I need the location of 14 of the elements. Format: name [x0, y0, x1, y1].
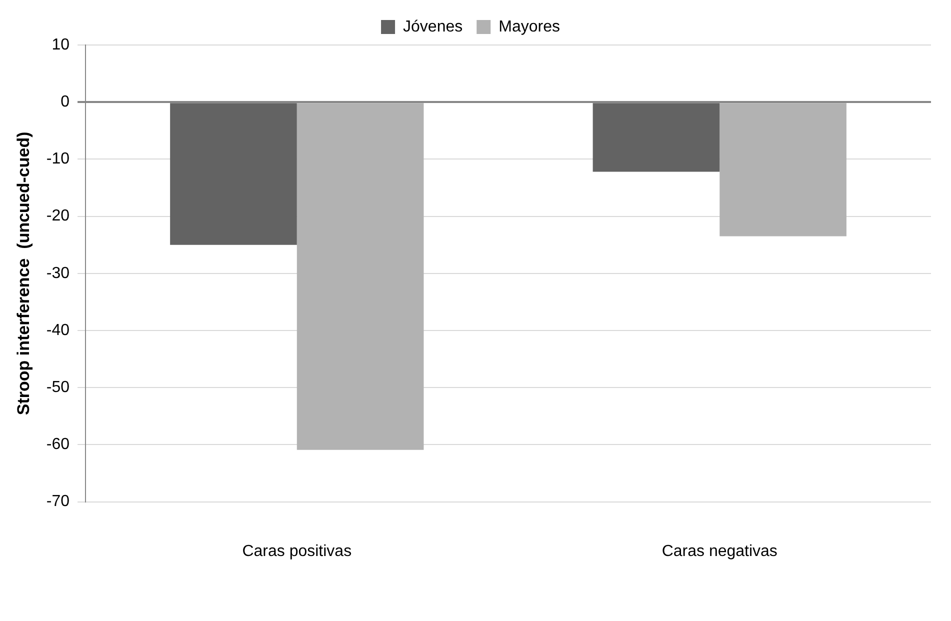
x-tick-label: Caras positivas	[242, 542, 352, 560]
y-tick-label: 10	[52, 36, 70, 54]
legend-label: Jóvenes	[403, 18, 463, 36]
y-tick-label: -70	[46, 493, 70, 510]
y-tick-label: -60	[46, 436, 70, 454]
y-axis-title: Stroop interference (uncued-cued)	[14, 132, 33, 416]
legend-label: Mayores	[498, 18, 560, 36]
y-tick-label: 0	[60, 94, 70, 111]
x-tick-label: Caras negativas	[662, 542, 778, 560]
y-tick-label: -10	[46, 150, 70, 168]
y-tick-label: -50	[46, 379, 70, 396]
y-tick-label: -20	[46, 208, 70, 225]
y-tick-label: -40	[46, 322, 70, 339]
y-tick-label: -30	[46, 264, 70, 282]
